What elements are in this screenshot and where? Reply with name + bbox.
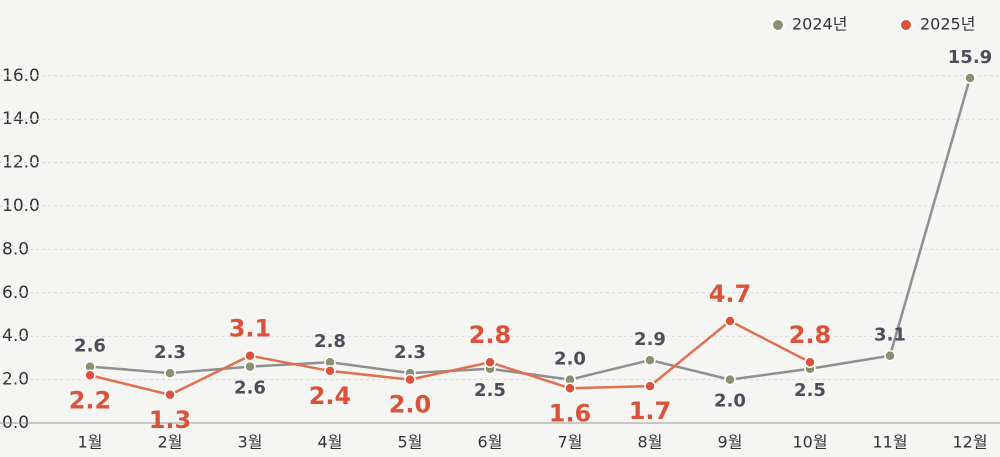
value-label: 1.7 [629, 397, 672, 425]
series-line [89, 319, 811, 397]
point [724, 315, 736, 327]
value-label: 2.3 [154, 342, 186, 363]
x-tick-label: 3월 [238, 433, 263, 452]
value-label: 3.1 [229, 315, 272, 343]
x-tick-label: 10월 [792, 433, 827, 452]
point [164, 389, 176, 401]
point [724, 373, 736, 386]
x-tick-label: 4월 [318, 433, 343, 452]
value-label: 2.8 [469, 321, 512, 349]
value-label: 2.9 [634, 329, 666, 350]
point [644, 380, 656, 392]
point [564, 382, 576, 395]
value-label: 2.0 [714, 391, 746, 412]
value-label: 3.1 [874, 325, 906, 346]
value-label: 15.9 [948, 47, 992, 68]
point [404, 373, 416, 386]
value-label: 2.8 [314, 331, 346, 352]
value-label: 2.3 [394, 342, 426, 363]
point [964, 72, 976, 84]
value-label: 1.6 [549, 399, 592, 427]
legend-marker [771, 18, 785, 32]
point [244, 360, 256, 373]
value-label: 2.5 [474, 380, 506, 401]
y-tick-label: 6.0 [2, 283, 29, 303]
value-label: 2.0 [554, 349, 586, 370]
point [164, 367, 176, 379]
legend-marker [899, 18, 913, 32]
point [804, 356, 816, 368]
point [884, 349, 896, 362]
y-tick-label: 2.0 [2, 370, 29, 390]
x-tick-label: 5월 [398, 433, 423, 452]
x-tick-label: 8월 [638, 433, 663, 452]
x-tick-label: 6월 [478, 433, 503, 452]
value-label: 2.0 [389, 391, 432, 419]
value-label: 4.7 [709, 280, 752, 308]
value-label: 2.6 [74, 336, 106, 357]
point [484, 356, 496, 368]
value-label: 2.5 [794, 380, 826, 401]
x-tick-label: 2월 [158, 433, 183, 452]
value-label: 2.2 [69, 386, 112, 414]
value-label: 2.6 [234, 378, 266, 399]
x-tick-label: 11월 [872, 433, 907, 452]
y-tick-label: 4.0 [2, 326, 29, 346]
value-label: 2.8 [789, 321, 832, 349]
x-tick-label: 9월 [718, 433, 743, 452]
point [644, 354, 656, 366]
value-label: 1.3 [149, 406, 192, 434]
y-tick-label: 8.0 [2, 239, 29, 259]
series-line [89, 77, 972, 381]
legend-label: 2025년 [920, 15, 975, 34]
point [244, 349, 256, 362]
point [84, 369, 96, 382]
point [324, 365, 336, 377]
x-tick-label: 12월 [952, 433, 987, 452]
x-tick-label: 7월 [558, 433, 583, 452]
x-tick-label: 1월 [78, 433, 103, 452]
value-label: 2.4 [309, 382, 352, 410]
legend-label: 2024년 [792, 15, 847, 34]
